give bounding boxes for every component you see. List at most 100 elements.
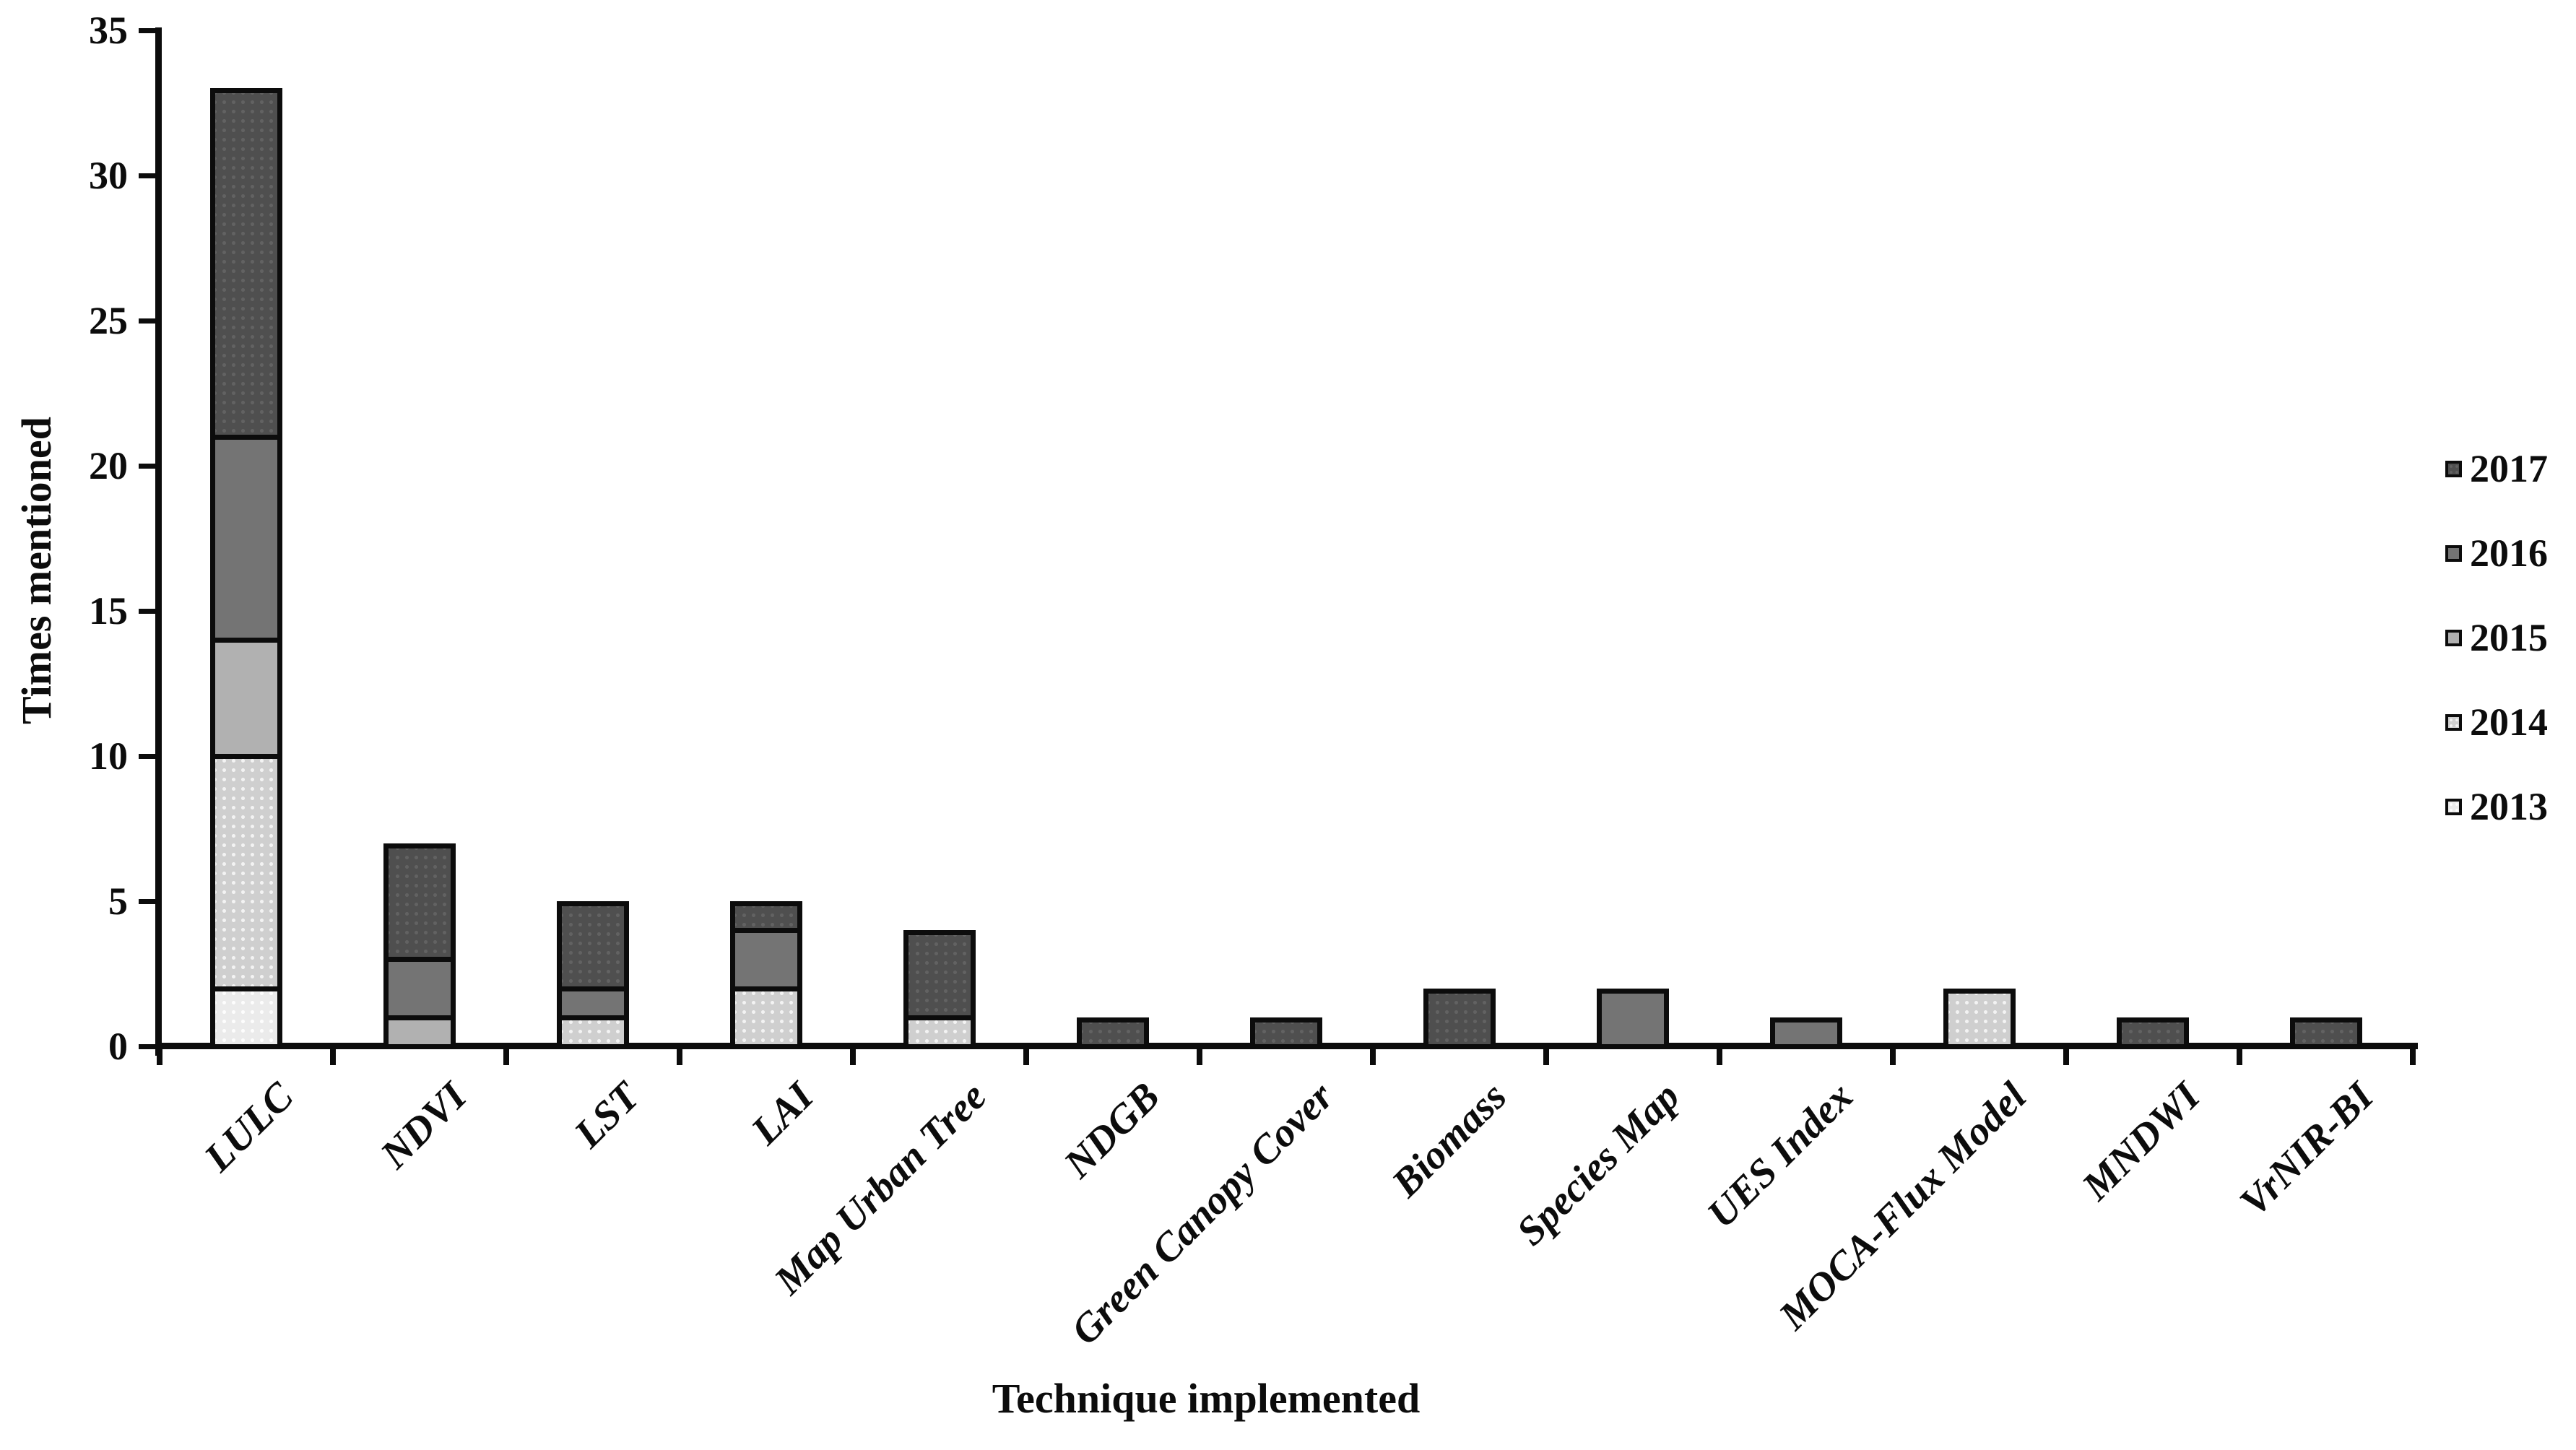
y-tick [139, 464, 155, 469]
bar-outline [2290, 1017, 2362, 1049]
x-category-label: LULC [195, 1074, 303, 1181]
x-tick [1543, 1046, 1549, 1065]
bar-outline [383, 843, 456, 1049]
legend-item-2015: 2015 [2445, 617, 2548, 659]
bar-outline [1423, 989, 1496, 1049]
bar-separator [557, 986, 629, 991]
bar-outline [730, 901, 802, 1049]
y-tick [139, 28, 155, 33]
bar-segment-2016 [557, 989, 629, 1017]
legend-swatch-2015 [2445, 629, 2462, 646]
legend-swatch-2013 [2445, 798, 2462, 815]
x-category-label: VrNIR-BI [2231, 1074, 2382, 1225]
bar-separator [210, 754, 282, 759]
legend-swatch-2014 [2445, 713, 2462, 731]
legend-label: 2016 [2470, 531, 2548, 575]
legend-item-2016: 2016 [2445, 532, 2548, 574]
bar-outline [557, 901, 629, 1049]
bar-separator [557, 1015, 629, 1020]
bar-outline [903, 930, 976, 1049]
y-axis-line [155, 27, 162, 1056]
y-tick [139, 318, 155, 324]
legend-label: 2013 [2470, 785, 2548, 828]
bar-segment-2015 [383, 1017, 456, 1046]
bar-separator [383, 1015, 456, 1020]
legend-item-2013: 2013 [2445, 786, 2548, 828]
x-category-label: MNDWI [2073, 1074, 2209, 1210]
x-tick [1890, 1046, 1896, 1065]
bar-separator [730, 928, 802, 933]
legend-swatch-2017 [2445, 460, 2462, 477]
legend-label: 2014 [2470, 700, 2548, 744]
bar-segment-2017 [1423, 989, 1496, 1046]
x-tick [1717, 1046, 1722, 1065]
x-tick [1023, 1046, 1029, 1065]
legend-item-2017: 2017 [2445, 448, 2548, 490]
y-tick [139, 754, 155, 759]
bar-separator [730, 986, 802, 991]
bar-separator [210, 435, 282, 440]
x-category-label: NDGB [1056, 1074, 1169, 1187]
bar-segment-2016 [210, 437, 282, 640]
bar-segment-2013 [210, 989, 282, 1046]
bar-segment-2017 [383, 843, 456, 959]
bar-segment-2014 [730, 989, 802, 1046]
x-tick [677, 1046, 682, 1065]
y-tick [139, 1044, 155, 1049]
x-tick [2063, 1046, 2069, 1065]
x-tick [503, 1046, 509, 1065]
bar-segment-2014 [210, 756, 282, 989]
bar-outline [2117, 1017, 2189, 1049]
y-tick [139, 173, 155, 178]
legend-swatch-2016 [2445, 544, 2462, 562]
x-category-label: LAI [742, 1074, 823, 1154]
y-tick-label: 0 [108, 1025, 128, 1068]
bar-segment-2016 [730, 930, 802, 989]
x-tick [1370, 1046, 1376, 1065]
bar-segment-2016 [383, 959, 456, 1017]
x-tick [2410, 1046, 2416, 1065]
x-category-label: Species Map [1508, 1074, 1689, 1254]
bar-outline [1077, 1017, 1149, 1049]
bar-segment-2016 [1597, 989, 1669, 1046]
y-tick-label: 20 [89, 444, 128, 487]
bar-separator [210, 986, 282, 991]
bar-separator [383, 957, 456, 962]
y-tick-label: 15 [89, 589, 128, 633]
bar-outline [1597, 989, 1669, 1049]
y-tick [139, 609, 155, 614]
bar-separator [903, 1015, 976, 1020]
y-tick-label: 10 [89, 734, 128, 778]
x-tick [157, 1046, 162, 1065]
y-tick-label: 5 [108, 880, 128, 923]
bar-segment-2015 [210, 640, 282, 756]
bar-segment-2014 [557, 1017, 629, 1046]
bar-outline [210, 88, 282, 1049]
bar-segment-2017 [903, 930, 976, 1017]
legend-label: 2017 [2470, 447, 2548, 490]
bar-segment-2017 [557, 901, 629, 989]
y-tick-label: 25 [89, 299, 128, 342]
x-axis-title: Technique implemented [992, 1375, 1421, 1422]
x-tick [1197, 1046, 1202, 1065]
legend-item-2014: 2014 [2445, 701, 2548, 743]
legend-label: 2015 [2470, 616, 2548, 659]
bar-outline [1943, 989, 2016, 1049]
y-tick-label: 35 [89, 9, 128, 52]
x-category-label: NDVI [372, 1074, 476, 1178]
x-category-label: UES Index [1699, 1074, 1862, 1237]
x-tick [330, 1046, 336, 1065]
y-tick-label: 30 [89, 154, 128, 197]
x-category-label: LST [565, 1074, 649, 1157]
bar-outline [1250, 1017, 1322, 1049]
bar-segment-2014 [903, 1017, 976, 1046]
bar-segment-2017 [210, 88, 282, 437]
y-tick [139, 899, 155, 904]
bar-outline [1770, 1017, 1842, 1049]
bar-separator [210, 638, 282, 643]
x-tick [850, 1046, 856, 1065]
x-tick [2237, 1046, 2242, 1065]
bar-segment-2014 [1943, 989, 2016, 1046]
x-category-label: Biomass [1383, 1074, 1516, 1206]
